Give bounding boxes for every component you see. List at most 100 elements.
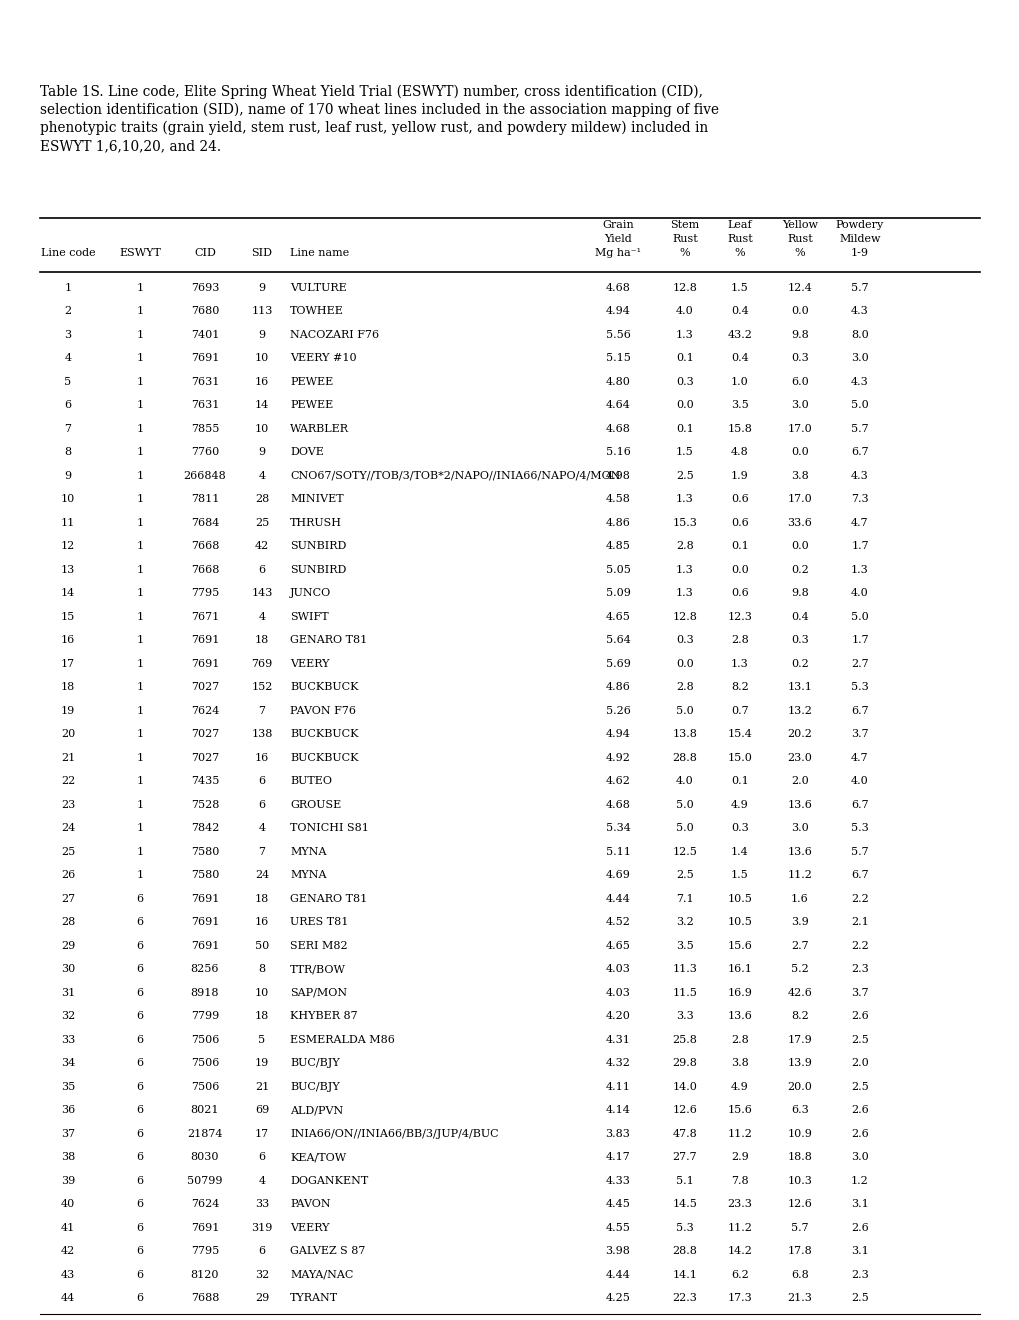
Text: 1: 1 <box>137 306 144 317</box>
Text: 7: 7 <box>258 846 265 857</box>
Text: 2.7: 2.7 <box>850 659 868 669</box>
Text: 7668: 7668 <box>191 565 219 574</box>
Text: 10.5: 10.5 <box>727 917 752 927</box>
Text: 18: 18 <box>255 1011 269 1022</box>
Text: NACOZARI F76: NACOZARI F76 <box>289 330 379 339</box>
Text: 152: 152 <box>251 682 272 692</box>
Text: selection identification (SID), name of 170 wheat lines included in the associat: selection identification (SID), name of … <box>40 103 718 117</box>
Text: 8120: 8120 <box>191 1270 219 1280</box>
Text: 32: 32 <box>61 1011 75 1022</box>
Text: 9.8: 9.8 <box>791 330 808 339</box>
Text: 12.8: 12.8 <box>672 611 697 622</box>
Text: 769: 769 <box>251 659 272 669</box>
Text: 2.8: 2.8 <box>676 541 693 552</box>
Text: 4.44: 4.44 <box>605 1270 630 1280</box>
Text: 8.2: 8.2 <box>791 1011 808 1022</box>
Text: 1.3: 1.3 <box>850 565 868 574</box>
Text: 7668: 7668 <box>191 541 219 552</box>
Text: 1: 1 <box>137 517 144 528</box>
Text: 1.9: 1.9 <box>731 471 748 480</box>
Text: 10.3: 10.3 <box>787 1176 812 1185</box>
Text: 7435: 7435 <box>191 776 219 787</box>
Text: PEWEE: PEWEE <box>289 376 333 387</box>
Text: %: % <box>794 248 805 257</box>
Text: 7506: 7506 <box>191 1035 219 1044</box>
Text: 4.68: 4.68 <box>605 424 630 434</box>
Text: 11.2: 11.2 <box>787 870 812 880</box>
Text: SWIFT: SWIFT <box>289 611 328 622</box>
Text: PAVON F76: PAVON F76 <box>289 706 356 715</box>
Text: 42: 42 <box>61 1246 75 1257</box>
Text: CNO67/SOTY//TOB/3/TOB*2/NAPO//INIA66/NAPO/4/MON: CNO67/SOTY//TOB/3/TOB*2/NAPO//INIA66/NAP… <box>289 471 620 480</box>
Text: 0.1: 0.1 <box>676 354 693 363</box>
Text: 5.0: 5.0 <box>676 824 693 833</box>
Text: 1.3: 1.3 <box>676 589 693 598</box>
Text: 33: 33 <box>61 1035 75 1044</box>
Text: 3.5: 3.5 <box>731 400 748 411</box>
Text: 7691: 7691 <box>191 894 219 904</box>
Text: 1: 1 <box>137 565 144 574</box>
Text: 14.2: 14.2 <box>727 1246 752 1257</box>
Text: 2.7: 2.7 <box>791 941 808 950</box>
Text: 5.0: 5.0 <box>850 400 868 411</box>
Text: 3.83: 3.83 <box>605 1129 630 1139</box>
Text: 12.6: 12.6 <box>672 1105 697 1115</box>
Text: Yield: Yield <box>603 234 631 244</box>
Text: 2.2: 2.2 <box>850 941 868 950</box>
Text: 266848: 266848 <box>183 471 226 480</box>
Text: 17: 17 <box>255 1129 269 1139</box>
Text: 7: 7 <box>258 706 265 715</box>
Text: 8256: 8256 <box>191 964 219 974</box>
Text: 21: 21 <box>61 752 75 763</box>
Text: VEERY #10: VEERY #10 <box>289 354 357 363</box>
Text: 15.8: 15.8 <box>727 424 752 434</box>
Text: ALD/PVN: ALD/PVN <box>289 1105 343 1115</box>
Text: 2.6: 2.6 <box>850 1105 868 1115</box>
Text: 13.6: 13.6 <box>787 846 812 857</box>
Text: 4.45: 4.45 <box>605 1200 630 1209</box>
Text: 18.8: 18.8 <box>787 1152 812 1162</box>
Text: 19: 19 <box>255 1059 269 1068</box>
Text: 16: 16 <box>61 635 75 645</box>
Text: 6: 6 <box>137 894 144 904</box>
Text: 2.3: 2.3 <box>850 1270 868 1280</box>
Text: 7027: 7027 <box>191 682 219 692</box>
Text: 9.8: 9.8 <box>791 589 808 598</box>
Text: CID: CID <box>194 248 216 257</box>
Text: 1: 1 <box>137 494 144 504</box>
Text: 28: 28 <box>61 917 75 927</box>
Text: VEERY: VEERY <box>289 1222 329 1233</box>
Text: 3.7: 3.7 <box>850 987 868 998</box>
Text: 0.6: 0.6 <box>731 494 748 504</box>
Text: 9: 9 <box>258 330 265 339</box>
Text: 6: 6 <box>137 1129 144 1139</box>
Text: 7624: 7624 <box>191 706 219 715</box>
Text: 4.44: 4.44 <box>605 894 630 904</box>
Text: 10: 10 <box>255 987 269 998</box>
Text: 4.25: 4.25 <box>605 1294 630 1303</box>
Text: Stem: Stem <box>669 220 699 230</box>
Text: 3.9: 3.9 <box>791 917 808 927</box>
Text: 8: 8 <box>258 964 265 974</box>
Text: 7580: 7580 <box>191 870 219 880</box>
Text: 4: 4 <box>258 611 265 622</box>
Text: 1: 1 <box>137 589 144 598</box>
Text: 20.2: 20.2 <box>787 729 812 739</box>
Text: 1.7: 1.7 <box>850 635 868 645</box>
Text: THRUSH: THRUSH <box>289 517 341 528</box>
Text: 113: 113 <box>251 306 272 317</box>
Text: 0.6: 0.6 <box>731 589 748 598</box>
Text: 4.7: 4.7 <box>850 752 868 763</box>
Text: 7799: 7799 <box>191 1011 219 1022</box>
Text: 0.7: 0.7 <box>731 706 748 715</box>
Text: 7691: 7691 <box>191 941 219 950</box>
Text: 3.0: 3.0 <box>850 1152 868 1162</box>
Text: 8: 8 <box>64 447 71 457</box>
Text: 1: 1 <box>137 706 144 715</box>
Text: 6: 6 <box>64 400 71 411</box>
Text: 50799: 50799 <box>187 1176 222 1185</box>
Text: 0.2: 0.2 <box>791 659 808 669</box>
Text: Line code: Line code <box>41 248 95 257</box>
Text: 7580: 7580 <box>191 846 219 857</box>
Text: 34: 34 <box>61 1059 75 1068</box>
